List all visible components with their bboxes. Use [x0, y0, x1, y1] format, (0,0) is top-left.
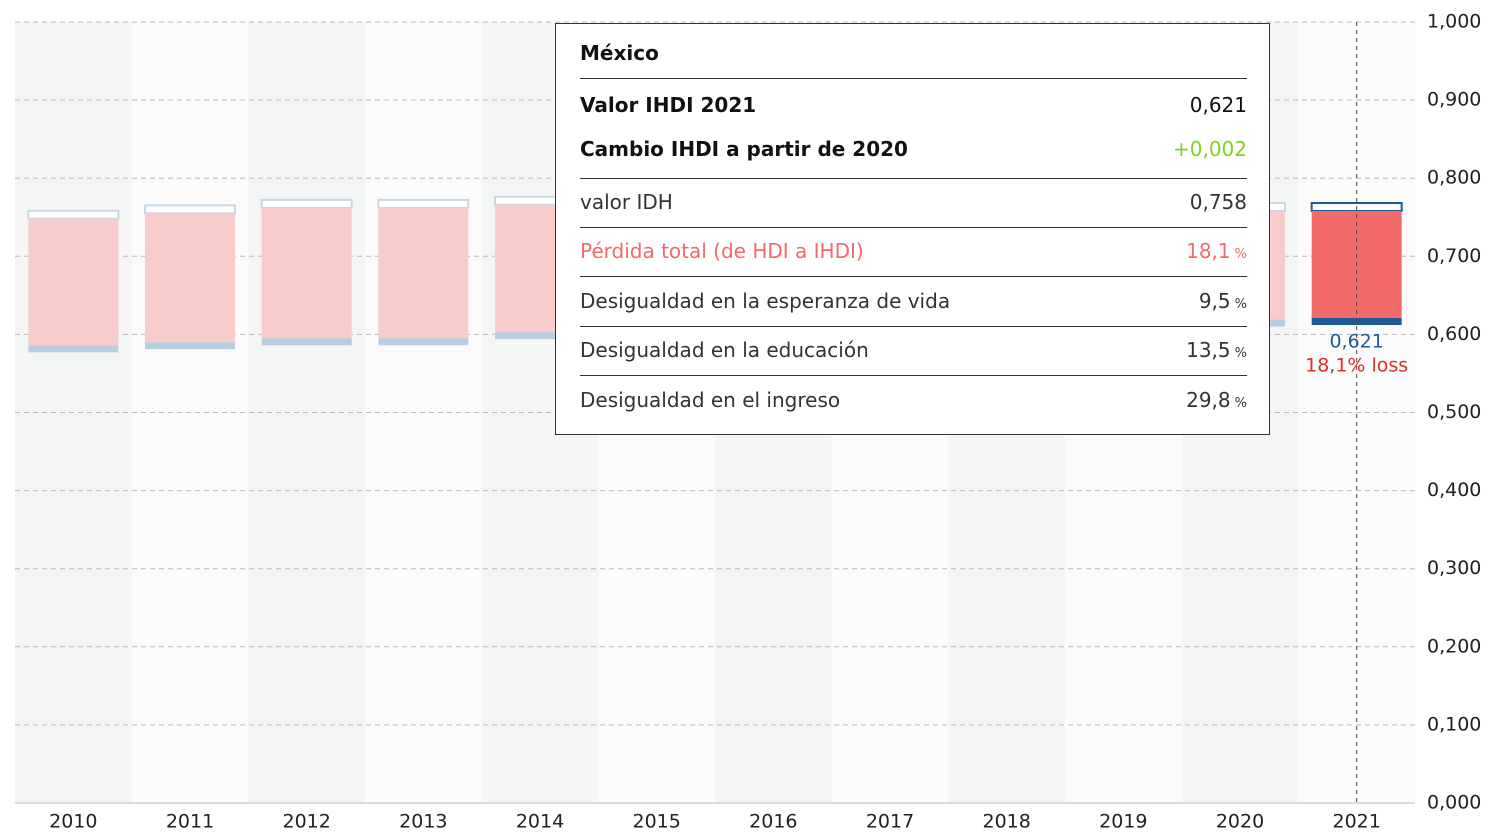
- tooltip-row: valor IDH 0,758: [580, 187, 1247, 217]
- x-tick-label: 2013: [399, 811, 447, 833]
- row-value: +0,002: [1172, 137, 1247, 161]
- row-label: Desigualdad en la educación: [580, 338, 869, 362]
- hdi-box: [144, 204, 236, 215]
- row-label: Valor IHDI 2021: [580, 93, 757, 117]
- divider: [580, 178, 1247, 179]
- row-value: 13,5: [1186, 338, 1231, 362]
- y-tick-label: 0,400: [1427, 479, 1481, 501]
- row-label: Desigualdad en el ingreso: [580, 388, 841, 412]
- row-unit: %: [1234, 396, 1247, 411]
- y-tick-label: 0,000: [1427, 792, 1481, 814]
- row-value: 9,5: [1198, 289, 1231, 313]
- x-tick-label: 2021: [1332, 811, 1380, 833]
- ihdi-band: [28, 345, 119, 353]
- y-tick-label: 0,900: [1427, 89, 1481, 111]
- hdi-box: [377, 198, 470, 209]
- hdi-box: [260, 198, 353, 209]
- tooltip-row: Cambio IHDI a partir de 2020 +0,002: [580, 134, 1247, 164]
- row-value: 18,1: [1186, 239, 1231, 263]
- y-tick-label: 0,300: [1427, 557, 1481, 579]
- x-tick-label: 2020: [1216, 811, 1264, 833]
- y-tick-label: 1,000: [1427, 11, 1481, 33]
- loss-bar: [378, 207, 469, 339]
- tooltip-row: Valor IHDI 2021 0,621: [580, 90, 1247, 120]
- divider: [580, 326, 1247, 327]
- x-tick-label: 2019: [1099, 811, 1147, 833]
- ihdi-band: [378, 338, 469, 346]
- tooltip: México Valor IHDI 2021 0,621 Cambio IHDI …: [555, 23, 1270, 435]
- loss-bar: [28, 218, 119, 346]
- divider: [580, 276, 1247, 277]
- x-tick-label: 2016: [749, 811, 797, 833]
- divider: [580, 375, 1247, 376]
- divider: [580, 227, 1247, 228]
- row-label: Desigualdad en la esperanza de vida: [580, 289, 951, 313]
- row-label: Pérdida total (de HDI a IHDI): [580, 239, 864, 263]
- ihdi-label: 0,621: [1329, 330, 1383, 352]
- tooltip-row: Pérdida total (de HDI a IHDI) 18,1%: [580, 236, 1247, 266]
- ihdi-band: [261, 338, 352, 346]
- row-label: Cambio IHDI a partir de 2020: [580, 137, 908, 161]
- tooltip-row: Desigualdad en la esperanza de vida 9,5%: [580, 286, 1247, 316]
- loss-label: 18,1% loss: [1305, 354, 1408, 376]
- hdi-box: [27, 209, 120, 220]
- tooltip-row: Desigualdad en el ingreso 29,8%: [580, 385, 1247, 415]
- row-value: 0,621: [1189, 93, 1247, 117]
- y-tick-label: 0,700: [1427, 245, 1481, 267]
- row-value: 0,758: [1189, 190, 1247, 214]
- tooltip-title-text: México: [580, 41, 659, 65]
- tooltip-row: Desigualdad en la educación 13,5%: [580, 335, 1247, 365]
- x-tick-label: 2015: [632, 811, 680, 833]
- loss-bar: [145, 213, 235, 343]
- x-tick-label: 2011: [166, 811, 214, 833]
- x-tick-label: 2014: [516, 811, 564, 833]
- ihdi-band: [145, 342, 235, 350]
- row-value: 29,8: [1186, 388, 1231, 412]
- row-unit: %: [1234, 297, 1247, 312]
- row-label: valor IDH: [580, 190, 673, 214]
- loss-bar: [261, 207, 352, 339]
- ihdi-band: [495, 332, 585, 340]
- divider: [580, 78, 1247, 79]
- y-tick-label: 0,800: [1427, 167, 1481, 189]
- x-tick-label: 2012: [282, 811, 330, 833]
- y-tick-label: 0,100: [1427, 713, 1481, 735]
- x-tick-label: 2017: [866, 811, 914, 833]
- y-tick-label: 0,200: [1427, 635, 1481, 657]
- x-tick-label: 2018: [982, 811, 1030, 833]
- row-unit: %: [1234, 247, 1247, 262]
- x-tick-label: 2010: [49, 811, 97, 833]
- y-tick-label: 0,500: [1427, 401, 1481, 423]
- tooltip-title: México: [580, 38, 1247, 68]
- y-tick-label: 0,600: [1427, 323, 1481, 345]
- row-unit: %: [1234, 346, 1247, 361]
